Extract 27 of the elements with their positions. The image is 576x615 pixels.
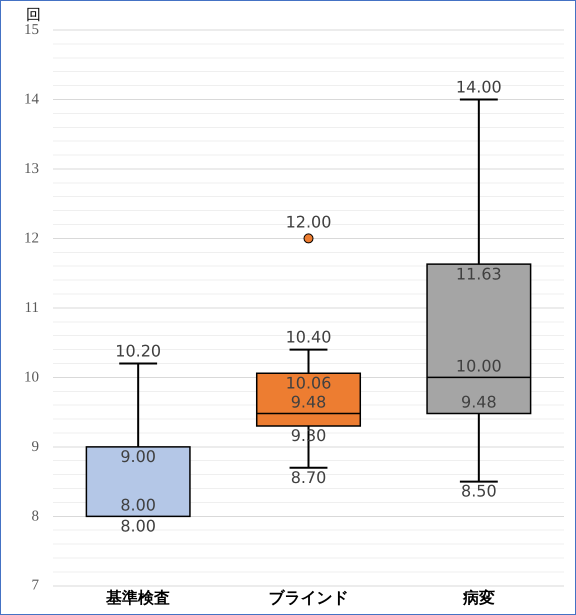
annotation: 10.00 (456, 356, 502, 376)
y-tick-label: 15 (24, 22, 39, 38)
annotation: 10.06 (286, 373, 332, 392)
x-tick-label: 基準検査 (105, 588, 170, 607)
y-tick-label: 7 (32, 578, 40, 594)
annotation: 14.00 (456, 78, 502, 97)
annotation: 9.48 (290, 392, 326, 412)
y-tick-label: 11 (24, 300, 39, 316)
annotation: 9.48 (461, 392, 497, 412)
annotation: 9.00 (120, 447, 156, 466)
y-tick-label: 9 (32, 438, 39, 455)
y-axis-title: 回 (26, 6, 41, 24)
annotation: 12.00 (286, 212, 332, 232)
y-tick-label: 8 (32, 508, 39, 524)
x-tick-label: ブラインド (268, 588, 348, 607)
x-tick-label: 病変 (462, 588, 495, 607)
y-tick-label: 12 (24, 230, 39, 246)
annotation: 10.40 (286, 328, 332, 347)
annotation: 8.00 (120, 516, 156, 536)
annotation: 10.20 (115, 342, 162, 361)
annotation: 8.50 (461, 482, 497, 501)
y-tick-label: 13 (24, 160, 39, 177)
annotation: 8.00 (120, 495, 156, 514)
annotation: 11.63 (456, 264, 502, 284)
y-tick-label: 14 (24, 91, 40, 108)
y-tick-label: 10 (24, 369, 39, 386)
annotation: 8.70 (290, 468, 326, 487)
